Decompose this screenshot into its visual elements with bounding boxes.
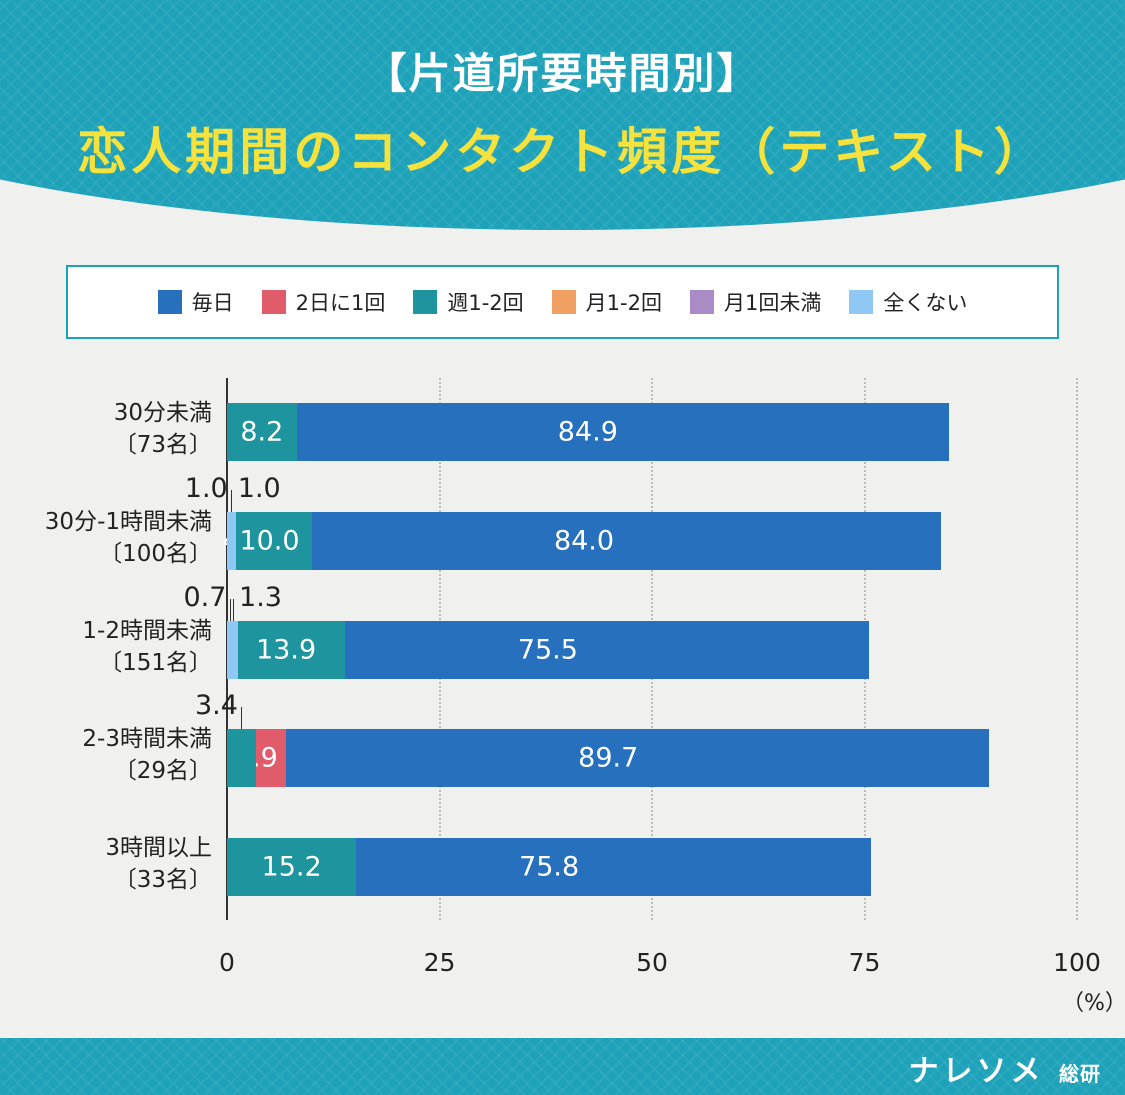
bar-segment — [227, 512, 941, 570]
category-label: 3時間以上〔33名〕 — [12, 832, 212, 896]
legend-label: 週1-2回 — [447, 291, 524, 315]
legend-label: 月1回未満 — [723, 291, 822, 315]
bar-segment — [227, 512, 312, 570]
bar-segment — [227, 729, 990, 787]
data-label-outside: 1.0 — [237, 473, 281, 504]
bar-segment — [227, 403, 297, 461]
brand-name: ナレソメ — [908, 1054, 1045, 1089]
category-name: 1-2時間未満 — [82, 618, 212, 644]
data-label: 10.0 — [239, 525, 300, 557]
data-label-outside: 3.4 — [194, 690, 238, 721]
gridline — [1076, 378, 1078, 920]
category-count: 〔151名〕 — [99, 650, 212, 676]
legend-item: 週1-2回 — [413, 287, 524, 317]
bar-segment — [227, 621, 239, 679]
x-unit-label: （%） — [1062, 991, 1125, 1016]
category-label: 30分-1時間未満〔100名〕 — [12, 506, 212, 570]
leader-line — [229, 599, 231, 621]
legend-swatch — [551, 290, 576, 314]
bar-segment — [227, 729, 256, 787]
data-label: 84.0 — [553, 525, 615, 557]
legend-swatch — [413, 290, 438, 314]
legend-label: 毎日 — [191, 291, 234, 315]
bar-segment — [227, 403, 949, 461]
data-label: 15.2 — [261, 851, 322, 883]
legend-swatch — [157, 290, 182, 314]
brand-logo: ナレソメ 総研 — [909, 1046, 1101, 1090]
category-label: 30分未満〔73名〕 — [12, 397, 212, 461]
category-count: 〔29名〕 — [113, 758, 212, 784]
data-label: 75.5 — [517, 634, 578, 666]
legend-swatch — [261, 290, 286, 314]
legend-label: 月1-2回 — [585, 291, 662, 315]
leader-line — [232, 599, 234, 621]
legend-label: 2日に1回 — [295, 291, 386, 315]
category-label: 1-2時間未満〔151名〕 — [12, 615, 212, 679]
data-label: 8.2 — [240, 416, 284, 448]
category-name: 3時間以上 — [105, 835, 212, 861]
leader-line — [231, 490, 233, 512]
x-tick-label: 75 — [848, 948, 881, 977]
category-label: 2-3時間未満〔29名〕 — [12, 723, 212, 787]
brand-suffix: 総研 — [1059, 1062, 1101, 1086]
legend: 毎日 2日に1回 週1-2回 月1-2回 月1回未満 全くない — [66, 265, 1059, 339]
category-name: 2-3時間未満 — [82, 726, 212, 752]
data-label-outside: 0.7 — [183, 582, 227, 613]
category-count: 〔73名〕 — [113, 432, 212, 458]
legend-swatch — [849, 290, 874, 314]
category-count: 〔100名〕 — [99, 541, 212, 567]
bar-segment — [227, 512, 236, 570]
x-tick-label: 0 — [219, 948, 235, 977]
data-label: 75.8 — [519, 851, 580, 883]
legend-label: 全くない — [883, 291, 968, 315]
data-label: 89.7 — [578, 742, 639, 774]
x-tick-label: 50 — [636, 948, 668, 977]
legend-item: 毎日 — [157, 287, 234, 317]
x-tick-label: 100 — [1053, 948, 1101, 977]
legend-item: 月1回未満 — [689, 287, 822, 317]
leader-line — [241, 707, 243, 729]
x-tick-label: 25 — [423, 948, 456, 977]
chart-title: 【片道所要時間別】 — [364, 49, 761, 98]
footer-bar: ナレソメ 総研 — [0, 1038, 1125, 1095]
data-label-outside: 1.0 — [184, 473, 228, 504]
category-count: 〔33名〕 — [113, 867, 212, 893]
legend-item: 2日に1回 — [261, 287, 386, 317]
legend-item: 全くない — [849, 287, 967, 317]
legend-swatch — [689, 290, 714, 314]
bar-segment — [227, 838, 357, 896]
data-label-outside: 1.3 — [239, 582, 282, 613]
bar-segment — [227, 621, 346, 679]
chart-subtitle: 恋人期間のコンタクト頻度（テキスト） — [77, 123, 1048, 181]
category-name: 30分未満 — [113, 400, 212, 426]
data-label: 84.9 — [557, 416, 618, 448]
data-label: 13.9 — [256, 634, 317, 666]
legend-item: 月1-2回 — [551, 287, 662, 317]
category-name: 30分-1時間未満 — [44, 509, 212, 535]
plot-area: 0255075100（%）30分未満〔73名〕84.96.88.230分-1時間… — [12, 378, 1125, 1016]
header-banner — [0, 0, 1125, 230]
